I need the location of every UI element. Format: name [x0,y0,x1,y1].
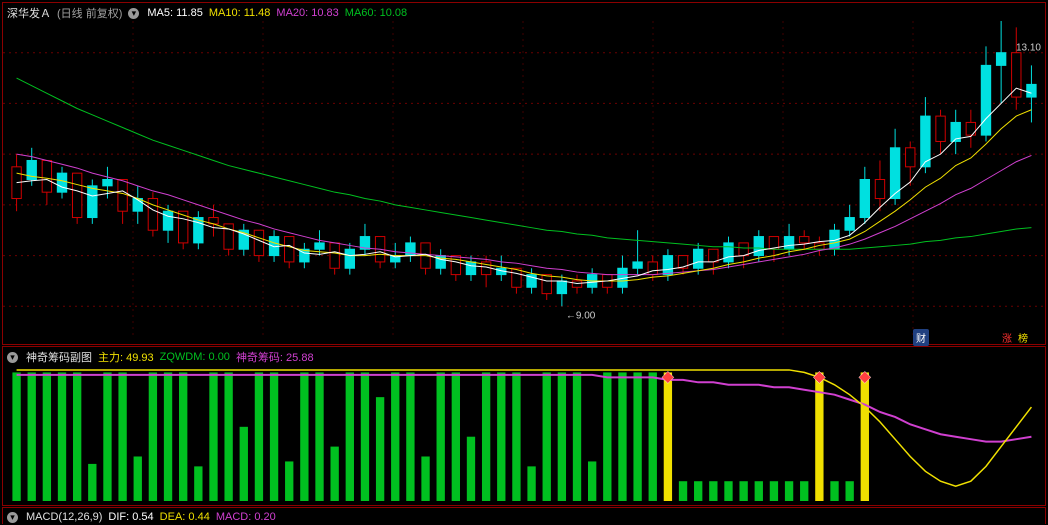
chevron-down-icon[interactable]: ▾ [128,8,139,19]
badge-bang[interactable]: 榜 [1015,329,1031,346]
ma20-label: MA20: 10.83 [276,7,338,19]
svg-text:13.10: 13.10 [1016,42,1041,53]
ma5-label: MA5: 11.85 [147,7,202,19]
period-label: (日线 前复权) [57,5,122,21]
zl-label: 主力: 49.93 [98,349,154,365]
zqwdm-label: ZQWDM: 0.00 [160,351,230,363]
macd-label: MACD: 0.20 [216,511,276,523]
chevron-down-icon[interactable]: ▾ [7,512,18,523]
macd-title: MACD(12,26,9) [26,511,102,523]
ma10-label: MA10: 11.48 [209,7,271,19]
chevron-down-icon[interactable]: ▾ [7,352,18,363]
macd-chart[interactable]: ▾ MACD(12,26,9) DIF: 0.54 DEA: 0.44 MACD… [2,507,1046,524]
indicator-title: 神奇筹码副图 [26,349,92,365]
sqcm-label: 神奇筹码: 25.88 [236,349,314,365]
dea-label: DEA: 0.44 [160,511,210,523]
svg-text:←9.00: ←9.00 [566,310,596,321]
badge-cai[interactable]: 财 [913,329,929,346]
ma60-label: MA60: 10.08 [345,7,407,19]
dif-label: DIF: 0.54 [108,511,153,523]
badge-zhang[interactable]: 涨 [999,329,1015,346]
candlestick-chart[interactable]: 深华发Ａ (日线 前复权) ▾ MA5: 11.85 MA10: 11.48 M… [2,2,1046,345]
symbol-name: 深华发Ａ [7,5,51,21]
indicator-chart[interactable]: ▾ 神奇筹码副图 主力: 49.93 ZQWDM: 0.00 神奇筹码: 25.… [2,346,1046,506]
